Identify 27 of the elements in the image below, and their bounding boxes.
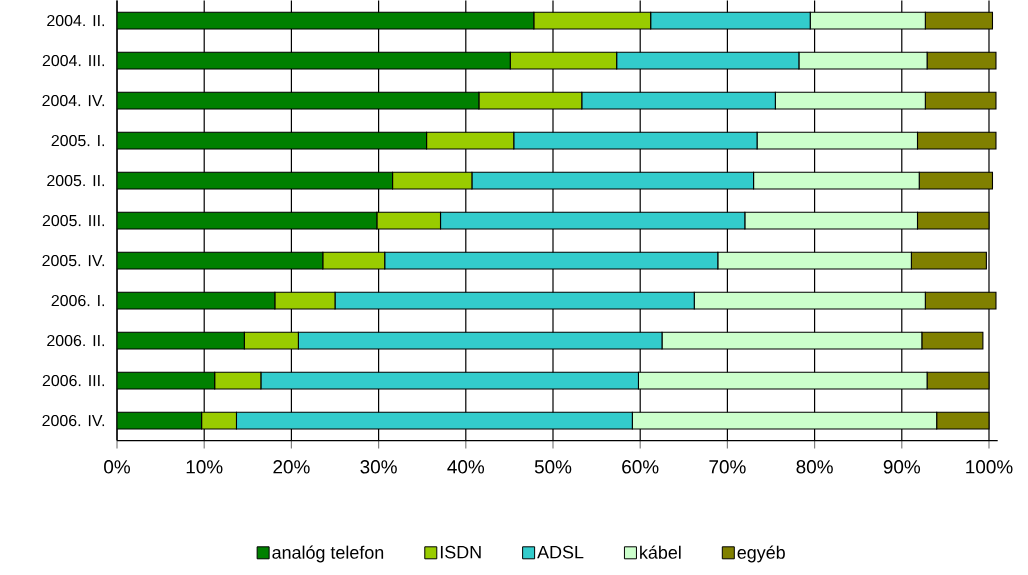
y-tick-label: 2006. II. (47, 335, 105, 347)
x-tick-label: 80% (796, 460, 833, 474)
y-tick-label: 2004. III. (42, 55, 105, 67)
x-tick-label: 60% (622, 460, 659, 474)
x-tick-label: 50% (534, 460, 572, 474)
x-tick-label: 20% (273, 460, 310, 474)
legend-label: ISDN (440, 545, 481, 559)
legend-label: ADSL (537, 545, 584, 559)
x-tick-label: 0% (104, 460, 131, 474)
y-tick-label: 2006. I. (51, 295, 105, 307)
x-tick-label: 90% (883, 460, 921, 474)
y-tick-label: 2004. II. (47, 15, 105, 27)
y-tick-label: 2005. III. (42, 215, 105, 227)
x-tick-label: 100% (966, 460, 1013, 474)
legend-label: egyéb (737, 545, 785, 563)
x-tick-label: 70% (709, 460, 746, 474)
y-tick-label: 2006. III. (42, 375, 105, 387)
y-tick-label: 2004. IV. (42, 95, 105, 107)
y-tick-label: 2005. IV. (42, 255, 105, 267)
y-tick-label: 2006. IV. (42, 415, 105, 427)
legend-label: kábel (640, 545, 681, 560)
y-tick-label: 2005. II. (47, 175, 105, 187)
x-tick-label: 40% (447, 460, 485, 474)
x-tick-label: 10% (186, 460, 223, 474)
x-tick-label: 30% (360, 460, 397, 474)
y-tick-label: 2005. I. (51, 135, 105, 147)
legend-label: analóg telefon (272, 545, 384, 563)
